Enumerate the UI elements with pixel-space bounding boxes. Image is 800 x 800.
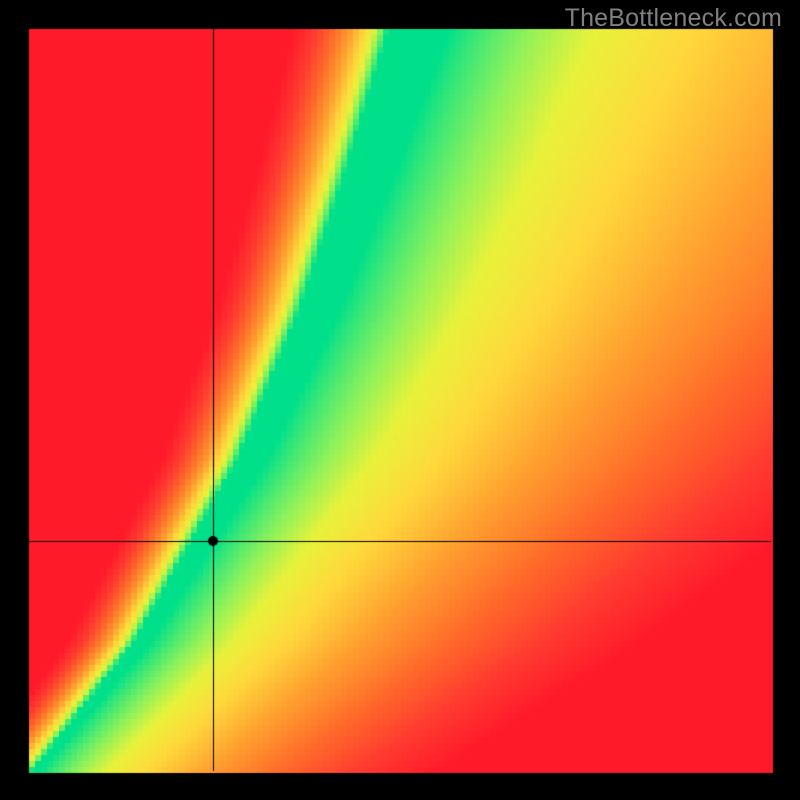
watermark-text: TheBottleneck.com	[565, 4, 782, 33]
bottleneck-heatmap	[0, 0, 800, 800]
